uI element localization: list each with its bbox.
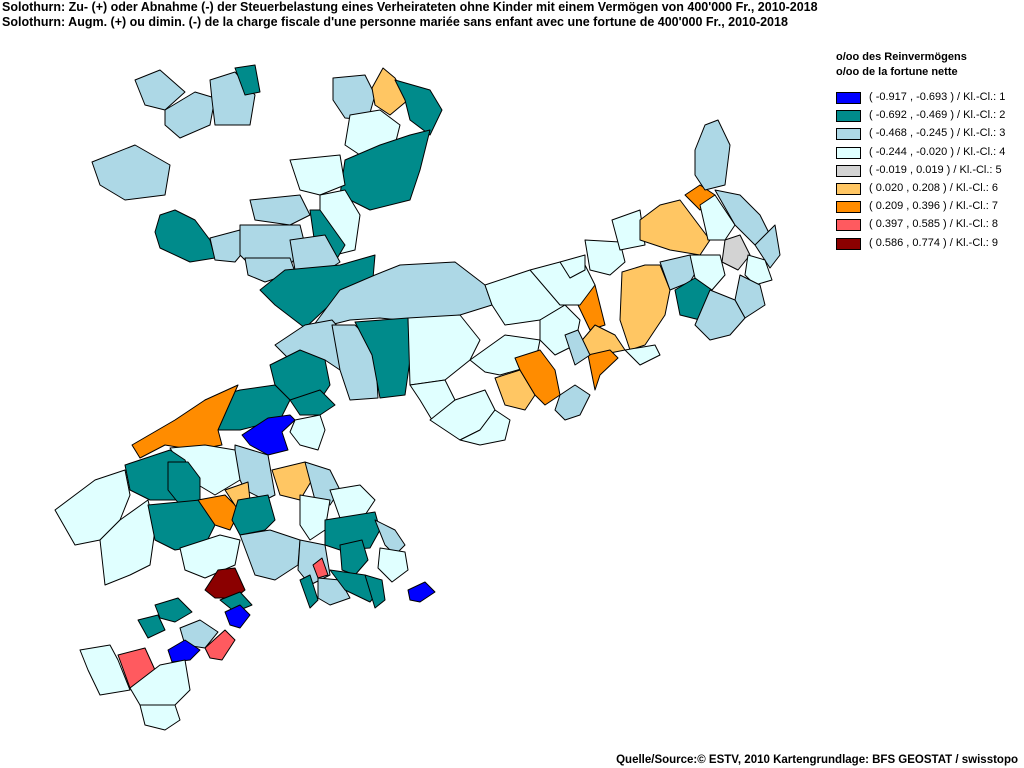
municipality-region — [154, 209, 216, 263]
municipality-region — [299, 494, 331, 541]
municipality-region — [494, 369, 536, 411]
legend-swatch — [836, 201, 861, 214]
municipality-region — [694, 289, 746, 341]
legend-swatch — [836, 92, 861, 104]
municipality-region — [364, 574, 386, 609]
legend-swatch — [836, 237, 861, 250]
municipality-region — [91, 144, 171, 201]
legend-swatch — [836, 183, 861, 195]
legend-swatch — [836, 164, 861, 177]
municipality-region — [131, 384, 239, 459]
municipality-region — [587, 349, 619, 391]
municipality-region — [374, 519, 406, 556]
municipality-region — [139, 704, 181, 731]
map-title-french: Solothurn: Augm. (+) ou dimin. (-) de la… — [2, 15, 788, 29]
municipality-region — [624, 344, 661, 366]
municipality-region — [231, 494, 276, 536]
municipality-region — [289, 154, 346, 196]
legend-label: ( 0.020 , 0.208 ) / Kl.-Cl.: 6 — [869, 182, 999, 194]
legend-label: ( -0.019 , 0.019 ) / Kl.-Cl.: 5 — [869, 163, 1002, 176]
municipality-region — [239, 529, 301, 581]
municipality-region — [79, 644, 131, 696]
legend-label: ( -0.692 , -0.469 ) / Kl.-Cl.: 2 — [869, 109, 1006, 122]
municipality-region — [289, 414, 326, 451]
municipality-region — [611, 209, 646, 251]
municipality-region — [134, 69, 186, 111]
municipality-region — [694, 119, 731, 191]
municipality-region — [407, 581, 436, 603]
municipality-region — [234, 64, 261, 96]
municipality-region — [204, 567, 246, 599]
legend-label: ( 0.209 , 0.396 ) / Kl.-Cl.: 7 — [869, 200, 999, 213]
municipality-region — [219, 591, 253, 613]
municipality-region — [164, 91, 216, 139]
legend-swatch — [836, 128, 861, 141]
legend-label: ( -0.244 , -0.020 ) / Kl.-Cl.: 4 — [869, 145, 1006, 158]
legend-swatch — [836, 219, 861, 232]
municipality-region — [584, 239, 626, 276]
municipality-region — [271, 461, 313, 501]
municipality-region — [377, 547, 409, 583]
municipality-region — [241, 414, 296, 456]
municipality-region — [554, 384, 591, 421]
municipality-region — [559, 254, 586, 279]
legend-label: ( 0.397 , 0.585 ) / Kl.-Cl.: 8 — [869, 218, 999, 231]
map-title-german: Solothurn: Zu- (+) oder Abnahme (-) der … — [2, 0, 818, 14]
municipality-region — [721, 234, 751, 271]
municipality-region — [734, 274, 766, 319]
municipality-region — [299, 574, 319, 609]
municipality-region — [249, 194, 311, 226]
legend-header-french: o/oo de la fortune nette — [836, 66, 958, 78]
legend-swatch — [836, 110, 861, 123]
municipality-region — [154, 597, 193, 623]
municipality-region — [167, 639, 201, 663]
municipality-region — [514, 349, 561, 406]
municipality-region — [564, 329, 591, 366]
municipality-region — [339, 539, 369, 576]
source-credit: Quelle/Source:© ESTV, 2010 Kartengrundla… — [616, 754, 1018, 766]
municipality-region — [312, 557, 329, 579]
legend-rows: ( -0.917 , -0.693 ) / Kl.-Cl.: 1 ( -0.692… — [836, 91, 1005, 272]
legend-header-german: o/oo des Reinvermögens — [836, 51, 967, 63]
municipality-region — [619, 264, 671, 351]
municipality-region — [289, 389, 336, 416]
legend-label: ( 0.586 , 0.774 ) / Kl.-Cl.: 9 — [869, 236, 999, 249]
municipality-region — [407, 314, 481, 386]
municipality-region — [209, 229, 246, 263]
municipality-region — [744, 254, 773, 286]
map-legend: o/oo des Reinvermögens o/oo de la fortun… — [836, 50, 1005, 272]
municipality-region — [224, 604, 251, 629]
municipality-region — [179, 534, 241, 579]
municipality-region — [99, 499, 156, 586]
municipality-region — [689, 254, 726, 291]
legend-label: ( -0.917 , -0.693 ) / Kl.-Cl.: 1 — [869, 91, 1006, 103]
municipality-region — [329, 484, 376, 519]
municipality-region — [54, 469, 131, 546]
municipality-region — [137, 614, 166, 639]
municipality-region — [204, 629, 236, 661]
legend-swatch — [836, 146, 861, 159]
municipality-region — [699, 194, 736, 241]
legend-label: ( -0.468 , -0.245 ) / Kl.-Cl.: 3 — [869, 127, 1006, 140]
municipality-region — [459, 409, 511, 446]
municipality-region — [394, 79, 443, 136]
